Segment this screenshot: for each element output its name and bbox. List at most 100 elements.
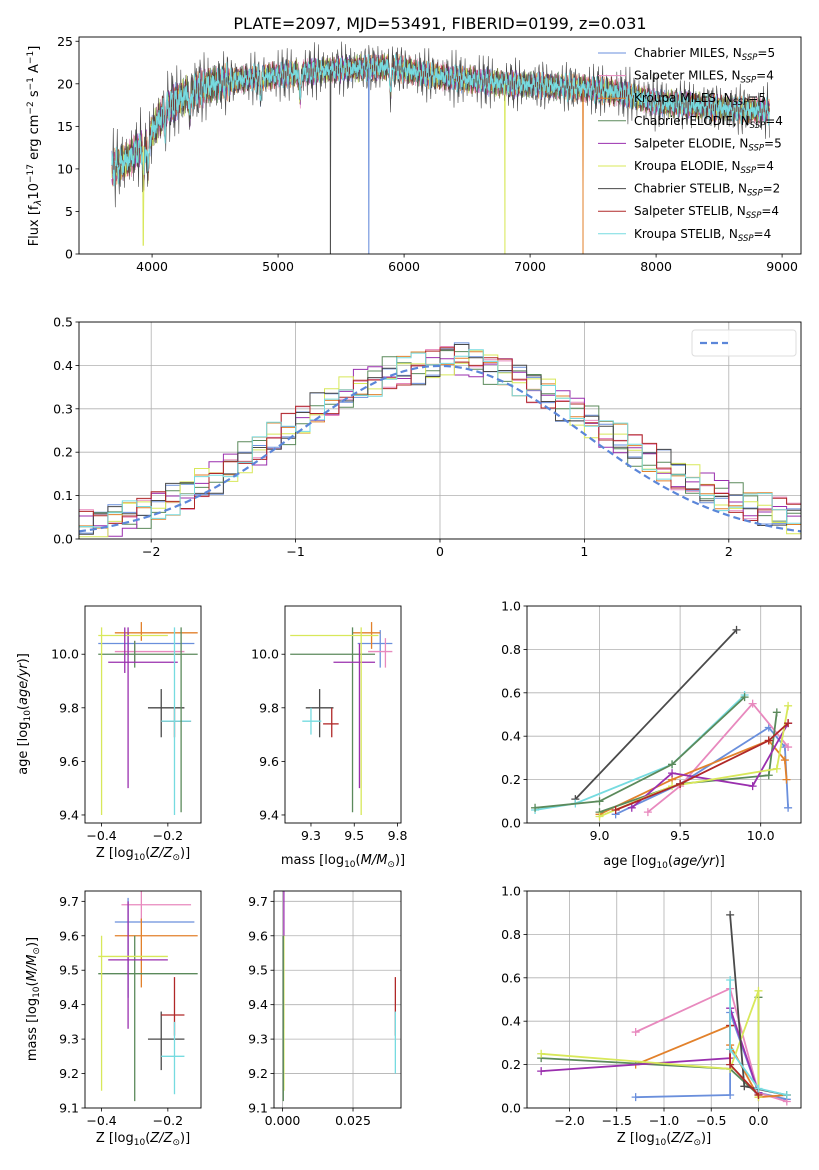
x-tick-label: 6000 xyxy=(388,259,420,274)
weight-marker xyxy=(740,693,749,702)
y-tick-label: 9.4 xyxy=(59,997,79,1012)
y-tick-label: 9.7 xyxy=(59,894,79,909)
weight-line xyxy=(541,990,760,1098)
x-tick-label: 1 xyxy=(580,544,588,559)
y-tick-label: 9.8 xyxy=(59,700,79,715)
grid-weight_z xyxy=(527,891,801,1108)
x-tick-label: −0.4 xyxy=(86,1113,116,1128)
legend-label: Kroupa STELIB, NSSP=4 xyxy=(634,227,771,244)
x-tick-label: 0.0 xyxy=(749,1113,769,1128)
plot-area-mass_z xyxy=(98,891,198,1102)
y-tick-label: 0.8 xyxy=(501,927,521,942)
weight-marker xyxy=(627,803,636,812)
y-tick-label: 0.4 xyxy=(53,358,73,373)
figure-title: PLATE=2097, MJD=53491, FIBERID=0199, z=0… xyxy=(233,14,646,33)
y-tick-label: 0.3 xyxy=(53,401,73,416)
grid-mass_ebv xyxy=(274,891,401,1108)
weight-marker xyxy=(772,708,781,717)
x-tick-label: −0.5 xyxy=(696,1113,726,1128)
weight-marker xyxy=(740,1082,749,1091)
weight-marker xyxy=(726,975,735,984)
x-tick-label: 0 xyxy=(436,544,444,559)
y-tick-label: 9.6 xyxy=(59,754,79,769)
legend-label: Chabrier STELIB, NSSP=2 xyxy=(634,182,780,199)
weight-marker xyxy=(668,760,677,769)
legend-label: Chabrier MILES, NSSP=5 xyxy=(634,46,775,63)
y-tick-label: 15 xyxy=(57,119,73,134)
weight-marker xyxy=(631,1028,640,1037)
legend-label: Salpeter STELIB, NSSP=4 xyxy=(634,204,779,221)
axes-spectrum: 4000 5000 6000 7000 8000 9000 0 5 10 15 20 25 Chabri… xyxy=(26,34,802,274)
weight-line xyxy=(615,722,789,811)
y-tick-label: 10.0 xyxy=(51,647,79,662)
weight-marker xyxy=(784,701,793,710)
y-tick-label: 9.2 xyxy=(59,1066,79,1081)
y-tick-label: 9.5 xyxy=(248,963,268,978)
x-tick-label: 9.3 xyxy=(301,828,321,843)
y-tick-label: 0.0 xyxy=(53,532,73,547)
axes-frame xyxy=(84,890,202,1109)
y-tick-label: 0.0 xyxy=(501,816,521,831)
weight-marker xyxy=(784,803,793,812)
weight-marker xyxy=(764,736,773,745)
x-tick-label: 9.8 xyxy=(388,828,408,843)
plot-area-spectrum xyxy=(111,41,770,254)
y-tick-label: 9.1 xyxy=(59,1101,79,1116)
x-tick-label: −1.5 xyxy=(602,1113,632,1128)
y-tick-label: 0.2 xyxy=(53,445,73,460)
y-tick-label: 0.4 xyxy=(501,1014,521,1029)
weight-line xyxy=(541,997,760,1098)
x-tick-label: 5000 xyxy=(262,259,294,274)
weight-marker xyxy=(537,1067,546,1076)
x-axis-label: Z [log10(Z/Z⊙)] xyxy=(617,1131,711,1148)
weight-line xyxy=(574,629,738,800)
x-tick-label: 9.0 xyxy=(590,828,610,843)
weight-line xyxy=(535,696,746,809)
legend-label: Kroupa ELODIE, NSSP=4 xyxy=(634,159,774,176)
plot-area-mass_ebv xyxy=(274,891,401,1108)
weight-marker xyxy=(611,805,620,814)
x-tick-label: −0.4 xyxy=(86,828,116,843)
axes-frame xyxy=(78,36,802,255)
axes-age_z: −0.4 −0.2 9.4 9.6 9.8 10.0 Z [log10(Z/Z⊙)] age … xyxy=(16,605,202,863)
y-tick-label: 9.7 xyxy=(248,894,268,909)
x-axis-label: Z [log10(Z/Z⊙)] xyxy=(96,846,190,863)
weight-line xyxy=(599,712,778,813)
y-tick-label: 9.6 xyxy=(259,754,279,769)
y-tick-label: 9.8 xyxy=(259,700,279,715)
weight-marker xyxy=(782,1090,791,1099)
x-tick-label: −1 xyxy=(286,544,304,559)
weight-marker xyxy=(754,1084,763,1093)
x-tick-label: 8000 xyxy=(640,259,672,274)
axes-mass_ebv: 0.000 0.025 9.1 9.2 9.3 9.4 9.5 9.6 9.7 xyxy=(248,890,402,1128)
legend-label: Kroupa MILES, NSSP=5 xyxy=(634,91,766,108)
y-tick-label: 9.1 xyxy=(248,1101,268,1116)
axes-age_mass: 9.3 9.5 9.8 9.4 9.6 9.8 10.0 mass [log10(M/M⊙)] xyxy=(251,605,408,870)
y-tick-label: 5 xyxy=(65,204,73,219)
axes-frame xyxy=(526,605,802,824)
weight-marker xyxy=(726,1090,735,1099)
y-tick-label: 0.8 xyxy=(501,642,521,657)
histogram-steps xyxy=(79,347,801,524)
weight-marker xyxy=(782,775,791,784)
x-axis-label: Z [log10(Z/Z⊙)] xyxy=(96,1131,190,1148)
y-tick-label: 9.2 xyxy=(248,1066,268,1081)
weight-marker xyxy=(780,756,789,765)
y-tick-label: 0.0 xyxy=(501,1101,521,1116)
spectrum-line xyxy=(111,54,770,186)
y-tick-label: 9.4 xyxy=(259,807,279,822)
axes-frame xyxy=(273,890,402,1109)
y-tick-label: 20 xyxy=(57,76,73,91)
y-tick-label: 0 xyxy=(65,247,73,262)
weight-marker xyxy=(754,986,763,995)
weight-marker xyxy=(676,779,685,788)
x-tick-label: −2 xyxy=(142,544,160,559)
legend-label: Salpeter MILES, NSSP=4 xyxy=(634,69,774,86)
axes-frame xyxy=(526,890,802,1109)
histogram-steps xyxy=(79,349,801,528)
y-tick-label: 9.6 xyxy=(248,928,268,943)
normal-curve xyxy=(79,364,801,533)
y-tick-label: 0.5 xyxy=(53,315,73,330)
x-tick-label: 10.0 xyxy=(747,828,775,843)
